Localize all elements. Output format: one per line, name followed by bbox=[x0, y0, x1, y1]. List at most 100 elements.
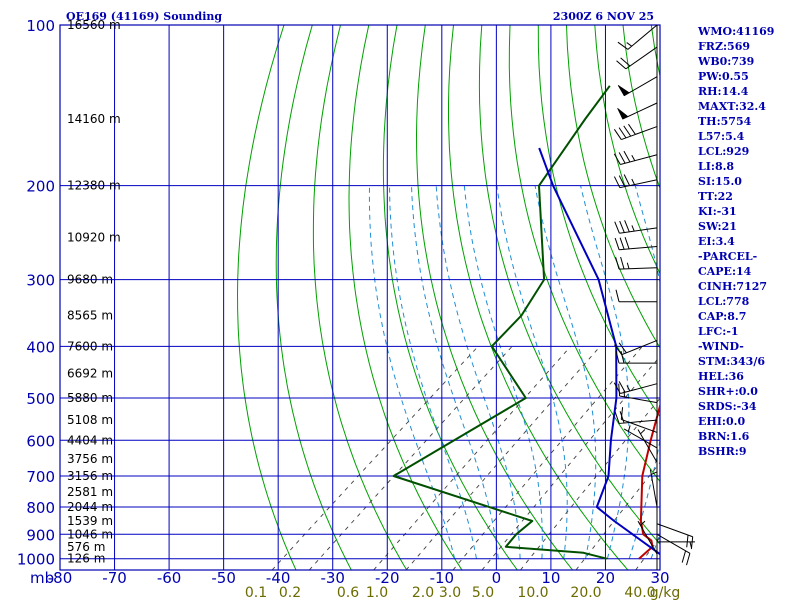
pressure-tick-label: 700 bbox=[26, 468, 55, 486]
height-label: 5880 m bbox=[67, 391, 113, 405]
index-value: SHR+:0.0 bbox=[698, 385, 758, 398]
temperature-tick-label: 0 bbox=[492, 569, 502, 587]
index-value: TH:5754 bbox=[698, 115, 752, 128]
index-value: TT:22 bbox=[698, 190, 733, 203]
wind-barb bbox=[614, 220, 658, 234]
index-value: LI:8.8 bbox=[698, 160, 734, 173]
mixing-ratio-label: 10.0 bbox=[517, 585, 548, 600]
parcel-profile-line bbox=[538, 147, 660, 556]
mixing-ratio-label: 5.0 bbox=[472, 585, 494, 600]
wind-barb bbox=[617, 76, 658, 97]
height-label: 12380 m bbox=[67, 179, 121, 193]
mixing-ratio-label: 40.0 bbox=[624, 585, 655, 600]
temperature-tick-label: 20 bbox=[596, 569, 615, 587]
temperature-tick-label: -50 bbox=[211, 569, 236, 587]
index-value: CINH:7127 bbox=[698, 280, 767, 293]
index-value: -WIND- bbox=[698, 340, 744, 353]
temperature-tick-label: -80 bbox=[48, 569, 73, 587]
height-label: 1539 m bbox=[67, 514, 113, 528]
height-label: 8565 m bbox=[67, 308, 113, 322]
moist-adiabat-line bbox=[389, 185, 477, 559]
wind-barb bbox=[613, 150, 658, 166]
mixing-ratio-label: 0.1 bbox=[245, 585, 267, 600]
grid-lines bbox=[59, 24, 661, 571]
x-axis-label: mb bbox=[30, 569, 54, 587]
wind-barb bbox=[620, 407, 658, 433]
wind-barb bbox=[615, 350, 657, 364]
dry-adiabat-line bbox=[348, 25, 463, 570]
index-value: L57:5.4 bbox=[698, 130, 745, 143]
index-value: BRN:1.6 bbox=[698, 430, 750, 443]
height-label: 126 m bbox=[67, 552, 105, 566]
wind-barb bbox=[649, 469, 658, 508]
pressure-tick-label: 200 bbox=[26, 178, 55, 196]
index-value: LFC:-1 bbox=[698, 325, 739, 338]
wind-barb bbox=[656, 533, 691, 566]
wind-barb bbox=[614, 339, 658, 356]
dry-adiabat-line bbox=[508, 25, 660, 483]
wind-barb bbox=[614, 411, 658, 424]
height-label: 2044 m bbox=[67, 500, 113, 514]
indices-panel: WMO:41169 FRZ:569 WB0:739 PW:0.55 RH:14.4 MAX… bbox=[697, 25, 774, 458]
index-value: PW:0.55 bbox=[698, 70, 749, 83]
index-value: EI:3.4 bbox=[698, 235, 735, 248]
mixing-ratio-label: 0.2 bbox=[279, 585, 301, 600]
height-label: 2581 m bbox=[67, 485, 113, 499]
index-value: CAP:8.7 bbox=[698, 310, 746, 323]
pressure-tick-label: 400 bbox=[26, 338, 55, 356]
index-value: LCL:778 bbox=[698, 295, 750, 308]
profile-series bbox=[392, 85, 660, 560]
wind-barb bbox=[615, 256, 658, 270]
height-label: 3756 m bbox=[67, 452, 113, 466]
index-value: SI:15.0 bbox=[698, 175, 742, 188]
pressure-tick-label: 300 bbox=[26, 272, 55, 290]
height-label: 3156 m bbox=[67, 469, 113, 483]
dry-adiabat-line bbox=[594, 25, 660, 275]
mixing-ratio-label: 2.0 bbox=[412, 585, 434, 600]
temperature-tick-label: -10 bbox=[430, 569, 455, 587]
height-label: 10920 m bbox=[67, 230, 121, 244]
index-value: WB0:739 bbox=[697, 55, 754, 68]
index-value: SRDS:-34 bbox=[698, 400, 757, 413]
index-value: SW:21 bbox=[698, 220, 737, 233]
pressure-tick-label: 1000 bbox=[17, 551, 55, 569]
height-label: 9680 m bbox=[67, 273, 113, 287]
temperature-tick-label: -60 bbox=[157, 569, 182, 587]
mixing-ratio-line bbox=[452, 346, 643, 570]
mixing-ratio-label: g/kg bbox=[650, 585, 681, 600]
pressure-tick-label: 900 bbox=[26, 526, 55, 544]
wind-barb bbox=[637, 429, 658, 463]
wind-barb bbox=[613, 174, 658, 189]
temperature-tick-label: -70 bbox=[102, 569, 127, 587]
height-label: 576 m bbox=[67, 540, 105, 554]
index-value: STM:343/6 bbox=[698, 355, 765, 368]
height-label: 1046 m bbox=[67, 527, 113, 541]
temperature-tick-label: 30 bbox=[650, 569, 669, 587]
dry-adiabat-line bbox=[236, 25, 297, 570]
dry-adiabat-line bbox=[415, 25, 573, 570]
height-label: 4404 m bbox=[67, 433, 113, 447]
dry-adiabat-line bbox=[537, 25, 660, 418]
dew-point-profile-line bbox=[392, 85, 611, 560]
mixing-ratio-line bbox=[271, 345, 479, 570]
mixing-ratio-line bbox=[308, 345, 513, 570]
chart-datetime: 2300Z 6 NOV 25 bbox=[553, 10, 654, 23]
mixing-ratio-label: 0.6 bbox=[337, 585, 359, 600]
pressure-tick-label: 600 bbox=[26, 432, 55, 450]
wind-barb bbox=[657, 541, 695, 548]
temperature-tick-label: -30 bbox=[320, 569, 345, 587]
index-value: WMO:41169 bbox=[697, 25, 774, 38]
index-value: KI:-31 bbox=[698, 205, 737, 218]
wind-barb bbox=[613, 123, 658, 141]
wind-barb bbox=[623, 425, 658, 449]
wind-barb bbox=[615, 289, 657, 303]
wind-barb bbox=[618, 383, 658, 404]
mixing-ratio-label: 3.0 bbox=[439, 585, 461, 600]
moist-adiabat-line bbox=[411, 185, 499, 559]
plot-frame bbox=[59, 24, 661, 571]
index-value: HEL:36 bbox=[698, 370, 744, 383]
index-value: CAPE:14 bbox=[698, 265, 752, 278]
dry-adiabat-line bbox=[566, 25, 660, 349]
index-value: RH:14.4 bbox=[698, 85, 749, 98]
